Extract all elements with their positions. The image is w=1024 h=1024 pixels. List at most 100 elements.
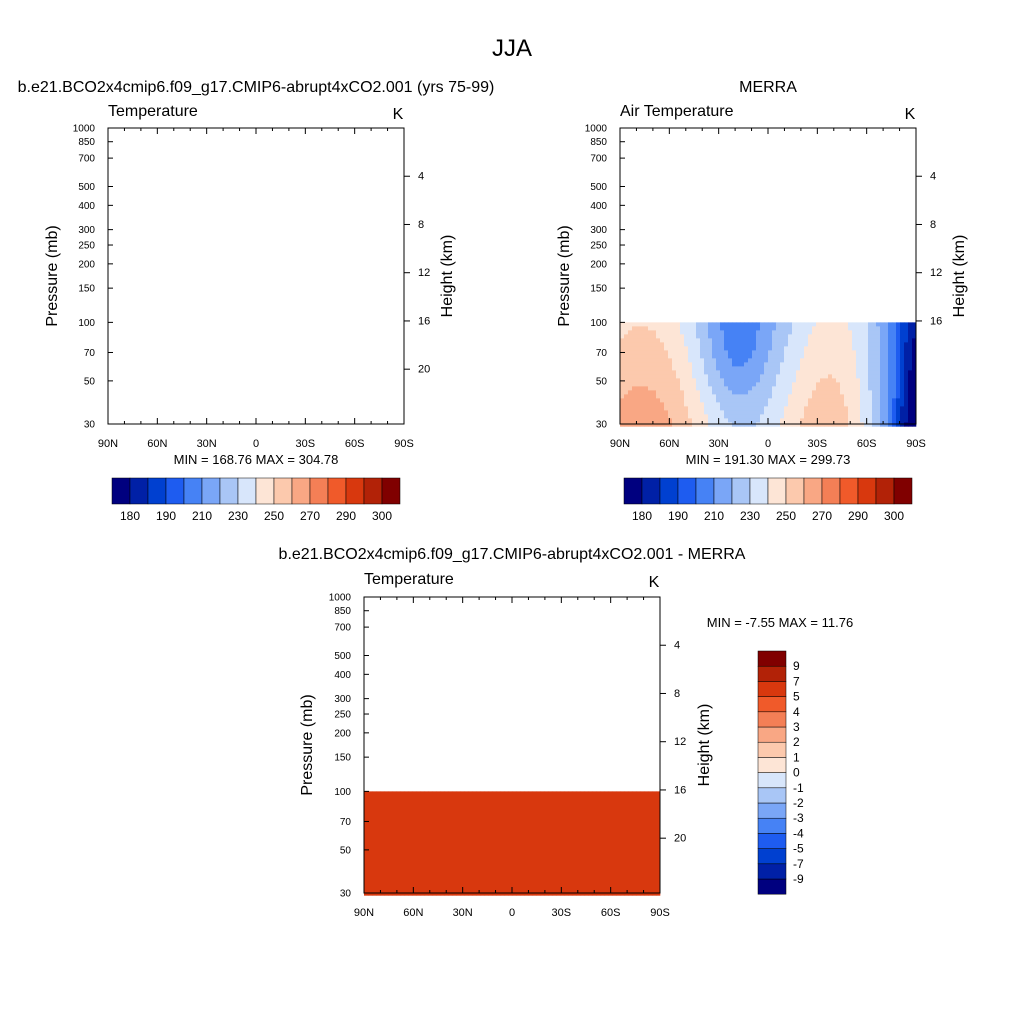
field-cell	[644, 827, 649, 832]
field-cell	[508, 807, 513, 812]
field-cell	[400, 807, 405, 812]
field-cell	[720, 406, 725, 411]
field-cell	[460, 883, 465, 888]
field-cell	[500, 831, 505, 836]
field-cell	[808, 406, 813, 411]
field-cell	[724, 358, 729, 363]
field-cell	[532, 879, 537, 884]
field-cell	[776, 390, 781, 395]
field-cell	[500, 819, 505, 824]
field-cell	[780, 326, 785, 331]
field-cell	[488, 859, 493, 864]
field-cell	[540, 815, 545, 820]
field-cell	[424, 887, 429, 892]
field-cell	[752, 390, 757, 395]
field-cell	[524, 819, 529, 824]
field-cell	[448, 863, 453, 868]
field-cell	[568, 791, 573, 796]
field-cell	[652, 374, 657, 379]
field-cell	[364, 827, 369, 832]
field-cell	[640, 418, 645, 423]
field-cell	[496, 859, 501, 864]
field-cell	[624, 394, 629, 399]
field-cell	[640, 851, 645, 856]
field-cell	[652, 394, 657, 399]
field-cell	[636, 370, 641, 375]
field-cell	[896, 358, 901, 363]
field-cell	[796, 366, 801, 371]
field-cell	[880, 394, 885, 399]
field-cell	[724, 338, 729, 343]
field-cell	[840, 330, 845, 335]
field-cell	[884, 378, 889, 383]
field-cell	[776, 374, 781, 379]
field-cell	[892, 366, 897, 371]
field-cell	[396, 791, 401, 796]
field-cell	[532, 831, 537, 836]
y-tick-label: 150	[78, 284, 95, 295]
field-cell	[440, 871, 445, 876]
field-cell	[532, 867, 537, 872]
field-cell	[508, 839, 513, 844]
field-cell	[680, 346, 685, 351]
field-cell	[484, 847, 489, 852]
field-cell	[388, 859, 393, 864]
field-cell	[612, 823, 617, 828]
field-cell	[540, 883, 545, 888]
field-cell	[368, 811, 373, 816]
field-cell	[800, 374, 805, 379]
field-cell	[716, 422, 721, 427]
field-cell	[520, 867, 525, 872]
field-cell	[364, 839, 369, 844]
field-cell	[756, 402, 761, 407]
field-cell	[704, 402, 709, 407]
field-cell	[656, 843, 661, 848]
field-cell	[772, 418, 777, 423]
field-cell	[864, 378, 869, 383]
field-cell	[744, 398, 749, 403]
field-cell	[424, 815, 429, 820]
field-cell	[656, 338, 661, 343]
x-tick-label: 30N	[709, 438, 729, 450]
field-cell	[644, 418, 649, 423]
field-cell	[884, 406, 889, 411]
field-cell	[632, 835, 637, 840]
field-cell	[888, 366, 893, 371]
field-cell	[424, 863, 429, 868]
field-cell	[464, 875, 469, 880]
y-tick-label: 400	[334, 670, 351, 681]
field-cell	[600, 855, 605, 860]
field-cell	[696, 362, 701, 367]
field-cell	[404, 839, 409, 844]
field-cell	[652, 422, 657, 427]
field-cell	[576, 791, 581, 796]
field-cell	[368, 799, 373, 804]
field-cell	[768, 370, 773, 375]
field-cell	[636, 398, 641, 403]
field-cell	[672, 366, 677, 371]
field-cell	[524, 791, 529, 796]
field-cell	[712, 374, 717, 379]
field-cell	[604, 851, 609, 856]
field-cell	[660, 370, 665, 375]
field-cell	[656, 807, 661, 812]
field-cell	[544, 843, 549, 848]
field-cell	[772, 370, 777, 375]
field-cell	[784, 322, 789, 327]
field-cell	[752, 414, 757, 419]
field-cell	[860, 326, 865, 331]
field-cell	[816, 374, 821, 379]
field-cell	[384, 875, 389, 880]
field-cell	[472, 883, 477, 888]
field-cell	[872, 386, 877, 391]
field-cell	[712, 382, 717, 387]
field-cell	[388, 839, 393, 844]
field-cell	[848, 398, 853, 403]
field-cell	[636, 823, 641, 828]
field-cell	[484, 891, 489, 896]
field-cell	[720, 410, 725, 415]
field-cell	[888, 370, 893, 375]
field-cell	[436, 887, 441, 892]
field-cell	[768, 394, 773, 399]
field-cell	[876, 330, 881, 335]
